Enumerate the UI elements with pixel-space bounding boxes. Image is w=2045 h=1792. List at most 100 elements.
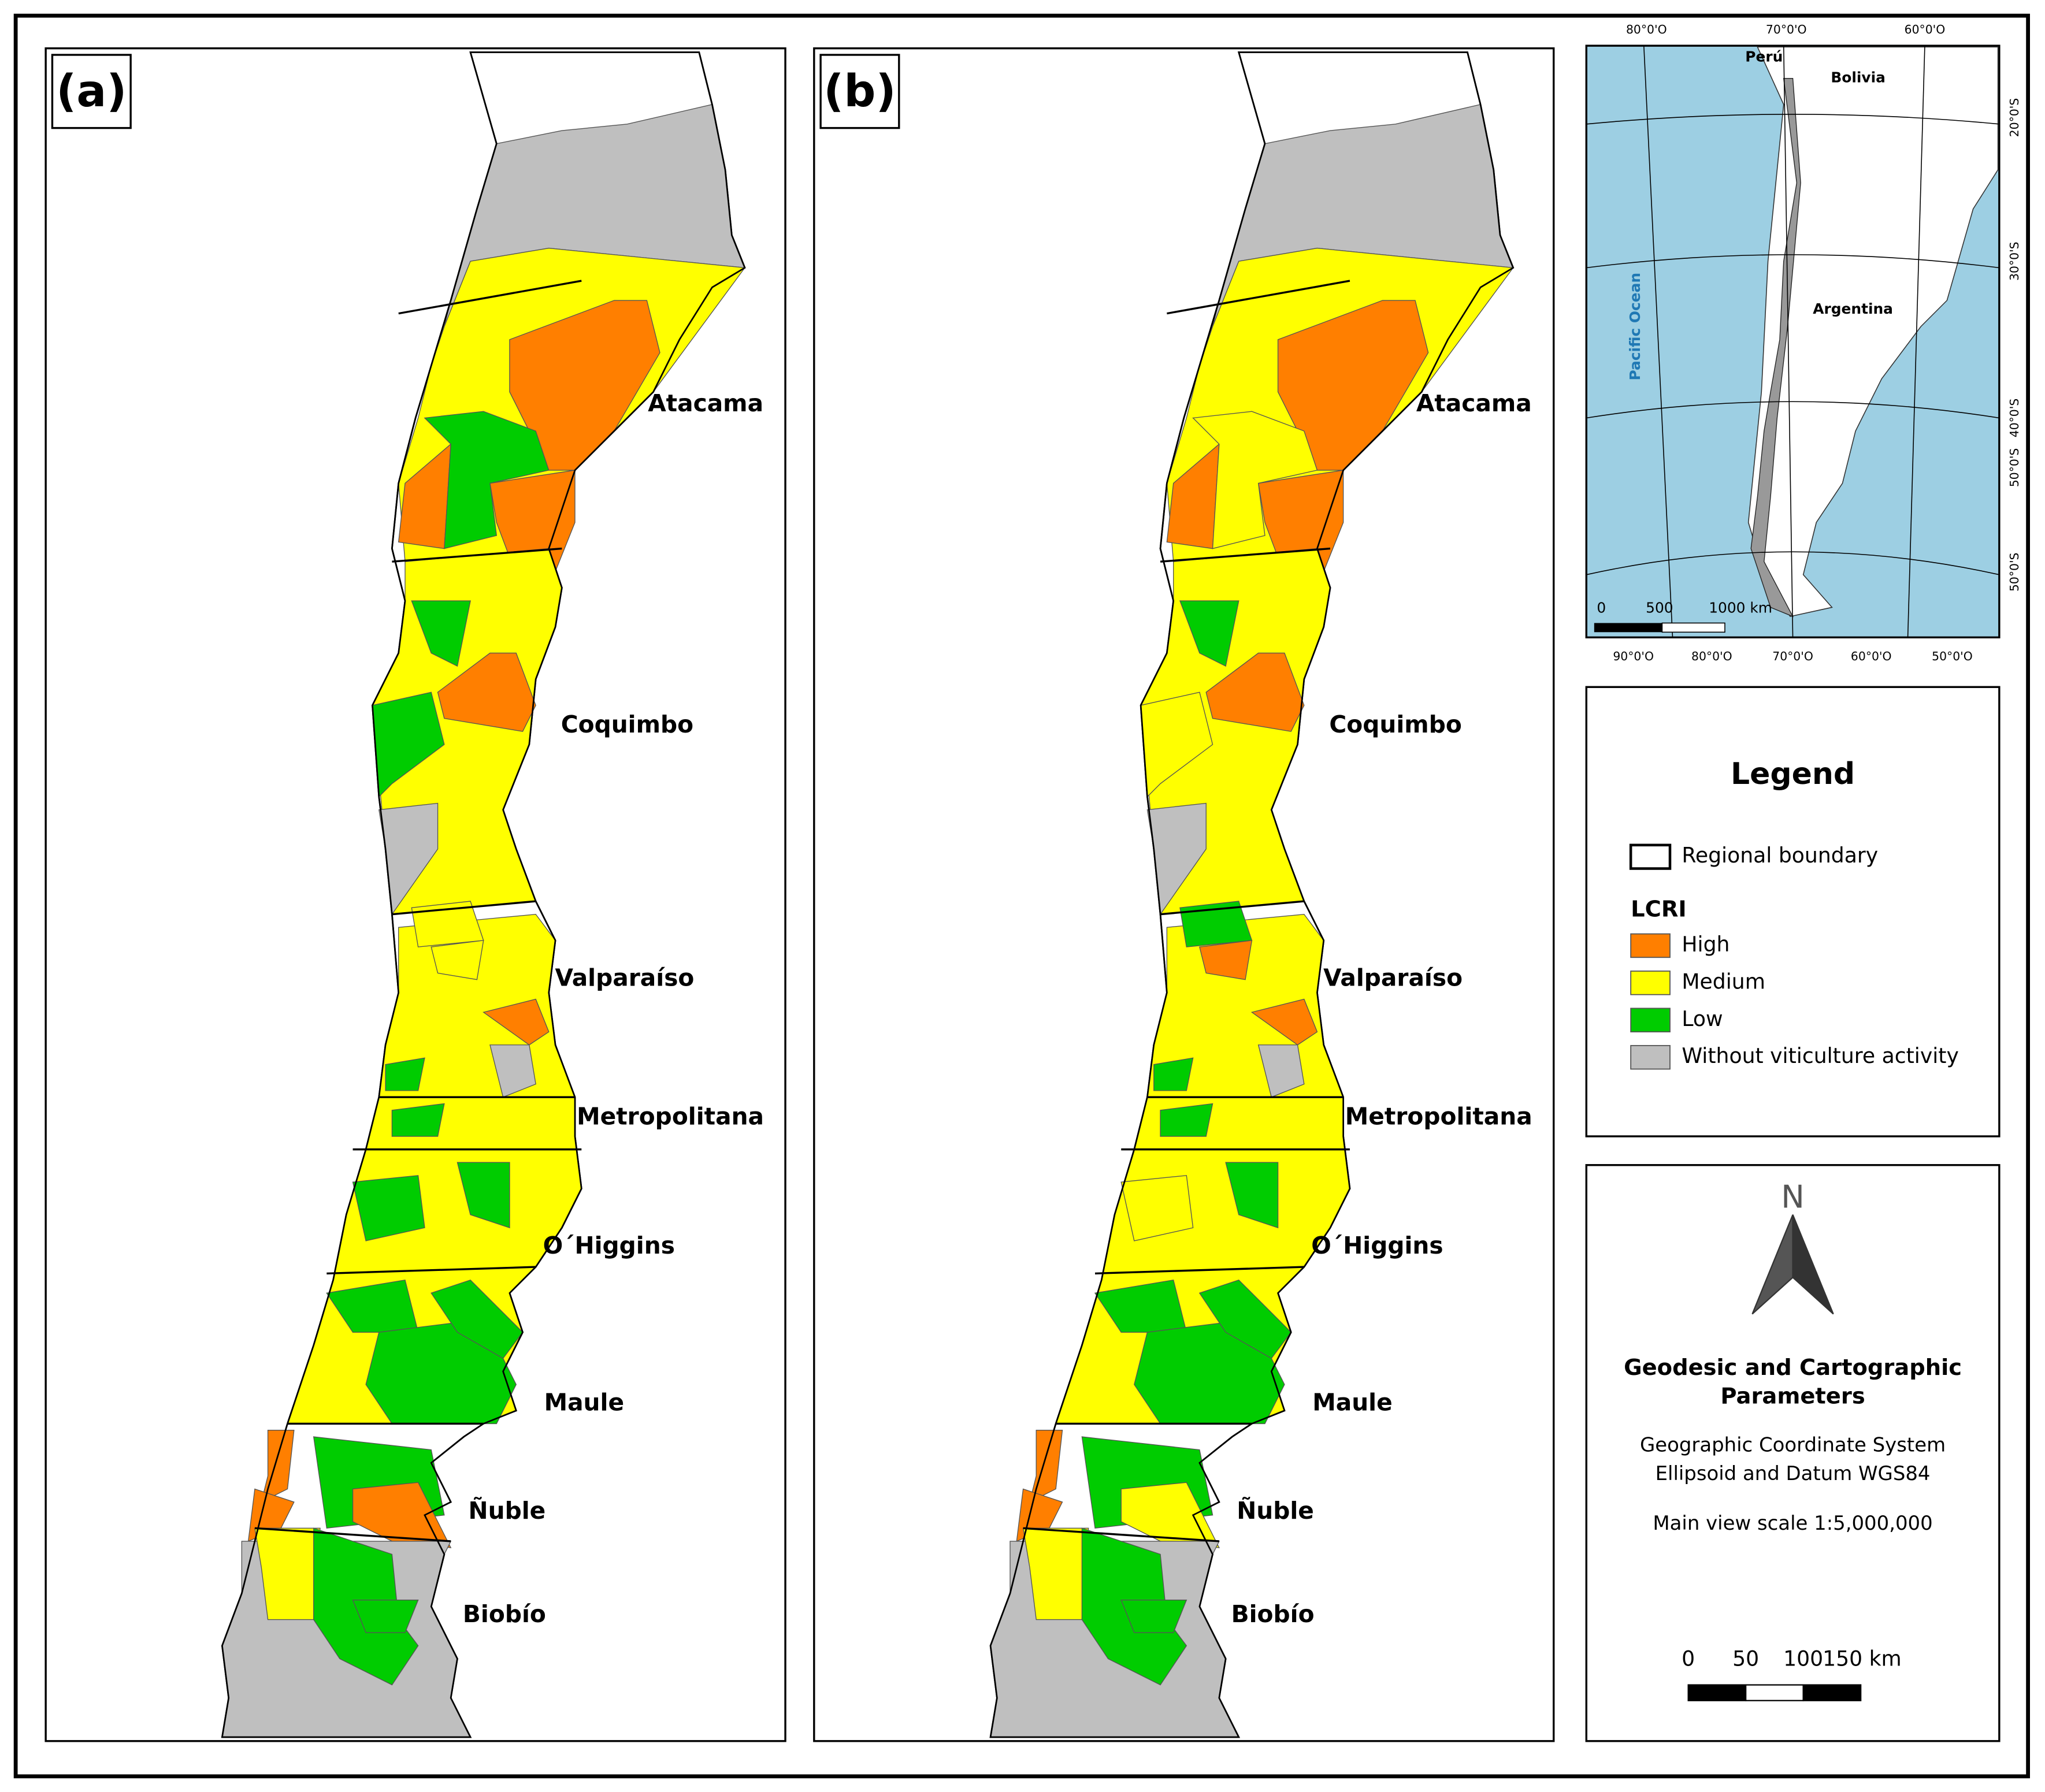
graticule bbox=[1907, 46, 1925, 638]
commune-area bbox=[424, 411, 550, 549]
panel-label: (b) bbox=[823, 66, 896, 117]
latitude-tick: 30°0'S bbox=[2007, 241, 2021, 281]
longitude-tick: 80°0'O bbox=[1626, 23, 1667, 36]
graticule bbox=[1783, 46, 1794, 638]
commune-area bbox=[352, 1599, 419, 1633]
regional-boundary bbox=[1094, 1266, 1304, 1275]
commune-area bbox=[411, 901, 484, 947]
region-name: Metropolitana bbox=[1345, 1102, 1532, 1130]
scale-label: 100 bbox=[1783, 1646, 1823, 1671]
graticule bbox=[1586, 551, 2000, 575]
graticule bbox=[1643, 46, 1673, 638]
region-name: Ñuble bbox=[469, 1497, 546, 1525]
commune-area bbox=[1022, 1527, 1089, 1620]
scale-label: 1000 km bbox=[1709, 600, 1772, 616]
latitude-tick: 50°0'S bbox=[2007, 448, 2021, 488]
longitude-tick: 70°0'O bbox=[1772, 649, 1813, 663]
region-name: Ñuble bbox=[1237, 1497, 1314, 1525]
commune-area bbox=[489, 1044, 536, 1098]
scale-label: 150 km bbox=[1823, 1646, 1902, 1671]
legend-swatch bbox=[1629, 843, 1672, 870]
region-name: O´Higgins bbox=[1311, 1232, 1443, 1259]
regional-boundary bbox=[1167, 280, 1350, 315]
longitude-tick: 80°0'O bbox=[1691, 649, 1732, 663]
inset-map: Perú Bolivia Argentina Pacific Ocean 80°0'O 7… bbox=[1586, 23, 2021, 663]
commune-area bbox=[1250, 998, 1318, 1046]
region-name: Valparaíso bbox=[555, 964, 694, 992]
commune-area bbox=[385, 1057, 425, 1091]
region-name: Valparaíso bbox=[1323, 964, 1463, 992]
scale-bar-white bbox=[1661, 622, 1725, 633]
regional-boundary bbox=[392, 547, 562, 563]
legend-group: LCRI bbox=[1631, 896, 1687, 922]
longitude-tick: 90°0'O bbox=[1613, 649, 1654, 663]
regional-boundary bbox=[254, 1527, 451, 1542]
parameters-title: Geodesic and Cartographic bbox=[1624, 1355, 1962, 1381]
region-name: Coquimbo bbox=[561, 711, 693, 738]
graticule bbox=[1586, 254, 1999, 269]
legend-swatch bbox=[1630, 933, 1671, 958]
longitude-tick: 70°0'O bbox=[1766, 23, 1807, 36]
panel-label-box bbox=[819, 54, 900, 129]
legend-label: Low bbox=[1682, 1006, 1723, 1031]
commune-area bbox=[430, 940, 484, 980]
panel-label-box bbox=[51, 54, 132, 129]
graticule bbox=[1586, 401, 1999, 419]
commune-area bbox=[1160, 1103, 1213, 1137]
regional-boundary bbox=[1023, 1527, 1219, 1542]
legend-label: Without viticulture activity bbox=[1682, 1043, 1959, 1068]
scale-label: 500 bbox=[1646, 600, 1673, 616]
region-name: Atacama bbox=[1416, 389, 1532, 417]
panel-label: (a) bbox=[56, 66, 127, 117]
graticule bbox=[1586, 114, 1999, 125]
commune-area bbox=[1179, 901, 1253, 947]
legend-swatch bbox=[1630, 971, 1671, 995]
region-name: O´Higgins bbox=[543, 1232, 675, 1259]
region-name: Atacama bbox=[648, 389, 763, 417]
commune-area bbox=[391, 1103, 445, 1137]
scale-label: 50 bbox=[1732, 1646, 1759, 1671]
north-arrow bbox=[1792, 1214, 1834, 1315]
scale-bar-segment bbox=[1745, 1684, 1804, 1701]
legend-swatch bbox=[1630, 1044, 1671, 1070]
scale-bar-black bbox=[1594, 623, 1662, 633]
regional-boundary bbox=[392, 900, 536, 916]
commune-area bbox=[1192, 411, 1318, 549]
regional-boundary bbox=[398, 280, 582, 315]
country-label: Argentina bbox=[1813, 300, 1893, 317]
commune-area bbox=[437, 652, 536, 732]
country-border bbox=[989, 51, 1515, 1738]
map-panel: (b) Atacama Coquimbo Valparaíso Metropolitan… bbox=[819, 51, 1532, 1738]
legend-swatch bbox=[1630, 1007, 1671, 1033]
scale-bar-segment bbox=[1802, 1684, 1862, 1701]
commune-area bbox=[254, 1527, 321, 1620]
legend-label: Medium bbox=[1682, 969, 1765, 994]
commune-area bbox=[1179, 600, 1239, 667]
commune-area bbox=[1120, 1175, 1194, 1241]
region-name: Biobío bbox=[1231, 1600, 1315, 1628]
country-label: Perú bbox=[1745, 48, 1783, 65]
region-name: Maule bbox=[1312, 1389, 1392, 1417]
regional-boundary bbox=[326, 1266, 536, 1275]
latitude-tick: 50°0'S bbox=[2007, 553, 2021, 592]
region-name: Biobío bbox=[463, 1600, 546, 1628]
commune-area bbox=[1198, 1279, 1292, 1359]
region-name: Maule bbox=[544, 1389, 624, 1417]
north-label: N bbox=[1781, 1179, 1805, 1215]
commune-area bbox=[456, 1162, 510, 1229]
region-name: Metropolitana bbox=[577, 1102, 764, 1130]
parameters-title: Parameters bbox=[1720, 1384, 1865, 1410]
latitude-tick: 20°0'S bbox=[2007, 98, 2021, 137]
commune-area bbox=[1225, 1162, 1279, 1229]
country-label: Bolivia bbox=[1831, 69, 1886, 86]
commune-area bbox=[1120, 1599, 1187, 1633]
south-america-land bbox=[1747, 46, 1999, 618]
legend-title: Legend bbox=[1731, 757, 1855, 791]
scale-label: 0 bbox=[1682, 1646, 1695, 1671]
chile-strip bbox=[1750, 77, 1801, 618]
map-panel: (a) Atacama Coquimbo Valparaíso Metropolitan… bbox=[51, 51, 764, 1738]
commune-area bbox=[430, 1279, 524, 1359]
regional-boundary bbox=[1160, 900, 1304, 916]
commune-area bbox=[411, 600, 471, 667]
